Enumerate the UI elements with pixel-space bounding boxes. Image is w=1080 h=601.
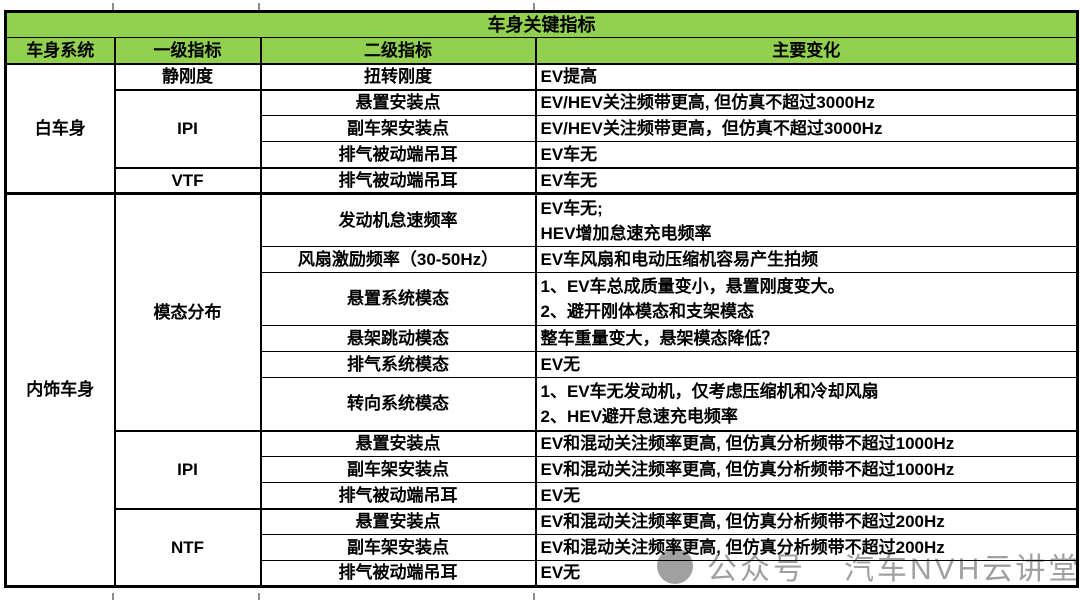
table-row: IPI 悬置安装点 EV和混动关注频率更高, 但仿真分析频带不超过1000Hz	[6, 429, 1079, 509]
level2-cell: 排气被动端吊耳	[259, 482, 537, 509]
level1-cell: NTF	[113, 507, 262, 587]
change-cell: EV和混动关注频率更高, 但仿真分析频带不超过200Hz	[534, 534, 1079, 561]
change-cell: EV和混动关注频率更高, 但仿真分析频带不超过1000Hz	[534, 429, 1079, 457]
col-header-system: 车身系统	[4, 37, 116, 65]
table-title: 车身关键指标	[4, 11, 1079, 38]
system-cell: 白车身	[4, 63, 116, 194]
table-row: 悬架跳动模态 整车重量变大，悬架模态降低？	[6, 325, 1079, 352]
level2-cell: 发动机怠速频率	[259, 192, 537, 247]
level1-cell: 静刚度	[113, 63, 262, 90]
level2-cell: 悬置安装点	[259, 507, 537, 535]
table-row: 悬置系统模态 1、EV车总成质量变小，悬置刚度变大。 2、避开刚体模态和支架模态	[6, 272, 1079, 326]
change-cell: EV/HEV关注频带更高，但仿真不超过3000Hz	[534, 115, 1079, 142]
table-header-row: 车身系统 一级指标 二级指标 主要变化	[4, 37, 1079, 65]
change-cell: EV无	[534, 560, 1079, 587]
level2-cell: 悬置安装点	[259, 429, 537, 457]
gridline-stub	[258, 3, 260, 10]
level1-cell: IPI	[113, 429, 262, 509]
level2-cell: 排气被动端吊耳	[259, 141, 537, 168]
table-row: IPI 悬置安装点 EV/HEV关注频带更高, 但仿真不超过3000Hz	[6, 88, 1079, 168]
level2-cell: 副车架安装点	[259, 115, 537, 142]
level1-cell: IPI	[113, 88, 262, 168]
table-row: 排气被动端吊耳 EV无	[6, 560, 1079, 587]
table-row: VTF 排气被动端吊耳 EV车无	[6, 166, 1079, 194]
change-cell: 1、EV车总成质量变小，悬置刚度变大。 2、避开刚体模态和支架模态	[534, 272, 1079, 326]
level1-cell: VTF	[113, 166, 262, 194]
level2-cell: 悬置系统模态	[259, 272, 537, 326]
gridline-stub	[533, 3, 535, 10]
level1-cell: 模态分布	[113, 192, 262, 431]
gridline-stub	[112, 593, 114, 600]
table-title-row: 车身关键指标	[4, 11, 1079, 38]
level2-cell: 排气系统模态	[259, 351, 537, 378]
change-cell: EV提高	[534, 63, 1079, 90]
table-row: 副车架安装点 EV和混动关注频率更高, 但仿真分析频带不超过200Hz	[6, 534, 1079, 561]
change-cell: EV无	[534, 351, 1079, 378]
level2-cell: 风扇激励频率（30-50Hz）	[259, 246, 537, 273]
col-header-level1: 一级指标	[113, 37, 262, 65]
change-cell: EV/HEV关注频带更高, 但仿真不超过3000Hz	[534, 88, 1079, 116]
change-cell: EV车无	[534, 141, 1079, 168]
level2-cell: 转向系统模态	[259, 377, 537, 431]
gridline-stub	[112, 3, 114, 10]
table-row: 内饰车身 模态分布 发动机怠速频率 EV车无; HEV增加怠速充电频率	[4, 192, 1079, 587]
system-cell: 内饰车身	[4, 192, 116, 587]
table-row: 白车身 静刚度 扭转刚度 EV提高	[4, 63, 1079, 194]
level2-cell: 排气被动端吊耳	[259, 166, 537, 194]
table-row: 副车架安装点 EV/HEV关注频带更高，但仿真不超过3000Hz	[6, 115, 1079, 142]
level2-cell: 副车架安装点	[259, 534, 537, 561]
level2-cell: 排气被动端吊耳	[259, 560, 537, 587]
change-cell: EV无	[534, 482, 1079, 509]
change-cell: EV车无	[534, 166, 1079, 194]
level2-cell: 副车架安装点	[259, 456, 537, 483]
table-row: 排气被动端吊耳 EV无	[6, 482, 1079, 509]
change-cell: EV车风扇和电动压缩机容易产生拍频	[534, 246, 1079, 273]
body-kpi-table-container: 车身关键指标 车身系统 一级指标 二级指标 主要变化 白车身 静刚度 扭转刚度 …	[4, 10, 1079, 588]
body-kpi-table: 车身关键指标 车身系统 一级指标 二级指标 主要变化 白车身 静刚度 扭转刚度 …	[4, 10, 1079, 588]
change-cell: EV和混动关注频率更高, 但仿真分析频带不超过200Hz	[534, 507, 1079, 535]
col-header-change: 主要变化	[534, 37, 1079, 65]
change-cell: EV和混动关注频率更高, 但仿真分析频带不超过1000Hz	[534, 456, 1079, 483]
table-row: 风扇激励频率（30-50Hz） EV车风扇和电动压缩机容易产生拍频	[6, 246, 1079, 273]
table-row: NTF 悬置安装点 EV和混动关注频率更高, 但仿真分析频带不超过200Hz	[6, 507, 1079, 587]
level2-cell: 悬置安装点	[259, 88, 537, 116]
gridline-stub	[533, 593, 535, 600]
table-row: 排气系统模态 EV无	[6, 351, 1079, 378]
level2-cell: 悬架跳动模态	[259, 325, 537, 352]
col-header-level2: 二级指标	[259, 37, 537, 65]
change-cell: EV车无; HEV增加怠速充电频率	[534, 192, 1079, 247]
change-cell: 整车重量变大，悬架模态降低？	[534, 325, 1079, 352]
change-cell: 1、EV车无发动机，仅考虑压缩机和冷却风扇 2、HEV避开怠速充电频率	[534, 377, 1079, 431]
level2-cell: 扭转刚度	[259, 63, 537, 90]
gridline-stub	[258, 593, 260, 600]
